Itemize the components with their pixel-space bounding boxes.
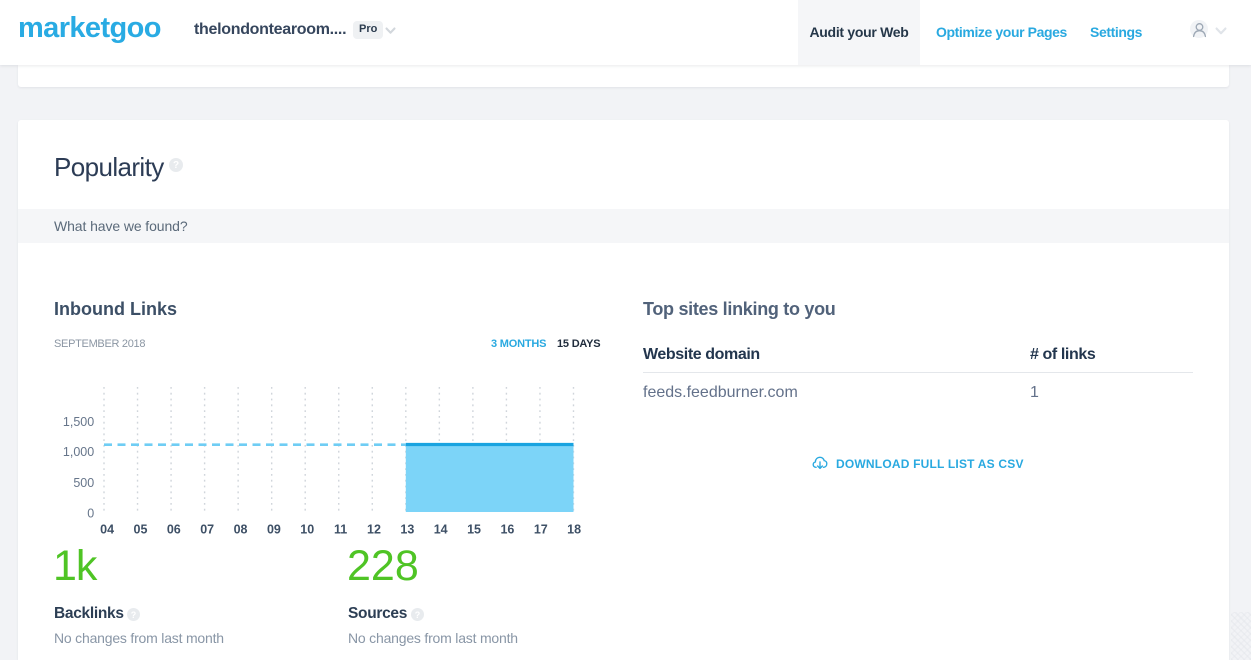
svg-text:05: 05 [134,523,148,537]
svg-text:16: 16 [500,523,514,537]
svg-text:09: 09 [267,523,281,537]
svg-text:11: 11 [334,523,347,537]
svg-text:13: 13 [400,523,414,537]
svg-text:12: 12 [367,523,381,537]
svg-text:0: 0 [87,506,94,520]
svg-text:08: 08 [234,523,248,537]
svg-text:18: 18 [567,523,581,537]
svg-text:15: 15 [467,523,481,537]
svg-text:07: 07 [200,523,214,537]
svg-text:06: 06 [167,523,181,537]
svg-text:1,000: 1,000 [63,445,94,459]
svg-text:04: 04 [100,523,114,537]
svg-text:17: 17 [534,523,548,537]
svg-text:10: 10 [300,523,314,537]
svg-text:500: 500 [73,476,94,490]
svg-text:1,500: 1,500 [63,415,94,429]
svg-text:14: 14 [434,523,448,537]
